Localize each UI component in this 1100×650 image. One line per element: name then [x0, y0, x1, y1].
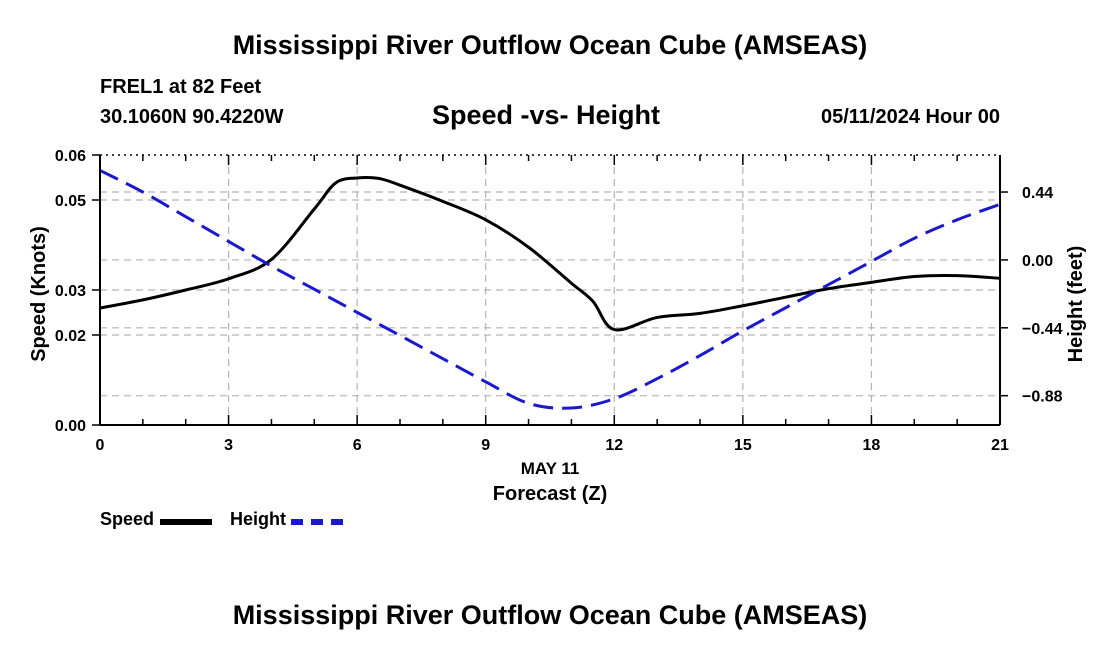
x-axis-title: Forecast (Z) — [493, 483, 607, 505]
x-tick-label: 15 — [734, 437, 752, 454]
series-line-speed — [99, 175, 1001, 332]
y2-axis-title: Height (feet) — [1065, 246, 1087, 363]
y-tick-label: 0.03 — [55, 283, 86, 300]
y-tick-label: 0.00 — [55, 418, 86, 435]
y-tick-label: 0.02 — [55, 328, 86, 345]
x-tick-label: 18 — [863, 437, 881, 454]
axes — [92, 154, 1008, 426]
y2-tick-label: 0.44 — [1022, 185, 1053, 202]
y2-tick-label: −0.88 — [1022, 389, 1063, 406]
forecast-datetime: 05/11/2024 Hour 00 — [820, 106, 1000, 128]
station-coordinates: 30.1060N 90.4220W — [100, 106, 284, 128]
legend-speed-swatch — [160, 519, 212, 525]
grid-lines — [100, 155, 1000, 425]
y2-tick-label: 0.00 — [1022, 253, 1053, 270]
legend-height-label: Height — [230, 509, 286, 529]
y-tick-label: 0.05 — [55, 193, 86, 210]
x-tick-label: 12 — [605, 437, 623, 454]
footer-title: Mississippi River Outflow Ocean Cube (AM… — [232, 600, 868, 630]
station-label: FREL1 at 82 Feet — [100, 76, 262, 98]
legend-speed-label: Speed — [100, 509, 155, 529]
y-axis-title: Speed (Knots) — [28, 226, 50, 362]
x-tick-label: 21 — [991, 437, 1009, 454]
series-lines — [99, 169, 1001, 410]
chart-subtitle: Speed -vs- Height — [432, 100, 661, 130]
x-date-label: MAY 11 — [521, 459, 580, 478]
x-tick-label: 3 — [224, 437, 233, 454]
series-line-height — [99, 169, 1001, 410]
chart-main-title: Mississippi River Outflow Ocean Cube (AM… — [232, 30, 868, 60]
x-tick-label: 0 — [96, 437, 105, 454]
y-tick-label: 0.06 — [55, 148, 86, 165]
x-tick-label: 9 — [481, 437, 490, 454]
y2-tick-label: −0.44 — [1022, 321, 1063, 338]
speed-height-chart: 0 3 6 9 12 15 18 21 0.00 0.02 0.03 0.05 0.06 −0.88 −0.… — [28, 148, 1087, 505]
axis-labels: 0 3 6 9 12 15 18 21 0.00 0.02 0.03 0.05 0.06 −0.88 −0.… — [28, 148, 1087, 505]
legend-height-swatch — [291, 519, 343, 525]
x-tick-label: 6 — [353, 437, 362, 454]
